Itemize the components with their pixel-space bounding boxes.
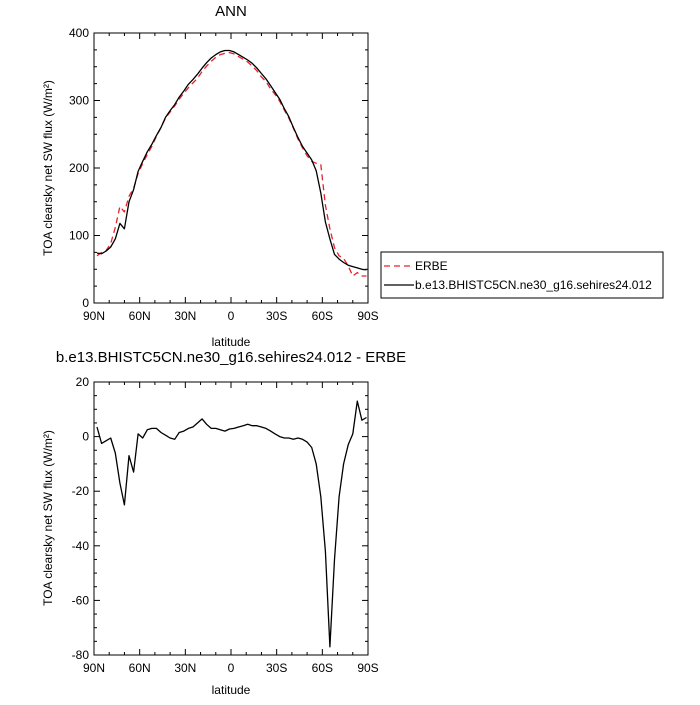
legend-label-model: b.e13.BHISTC5CN.ne30_g16.sehires24.012: [415, 278, 652, 292]
bottom-y-axis-label: TOA clearsky net SW flux (W/m²): [41, 430, 55, 606]
top-ytick-label: 100: [69, 229, 89, 243]
bottom-ytick-label: -40: [72, 539, 90, 553]
legend: ERBE b.e13.BHISTC5CN.ne30_g16.sehires24.…: [380, 251, 664, 299]
top-axis-ticks: 90N 60N 30N 0 30S 60S 90S 0 100 200 300 400: [69, 26, 379, 323]
legend-label-erbe: ERBE: [415, 259, 448, 273]
legend-box: [380, 251, 664, 299]
bottom-axis-ticks: 90N 60N 30N 0 30S 60S 90S -80 -60 -40 -20 0 20: [72, 375, 379, 675]
top-xtick-label: 60S: [312, 309, 333, 323]
bottom-xtick-label: 30S: [266, 661, 287, 675]
top-ytick-label: 400: [69, 26, 89, 40]
top-xtick-label: 30S: [266, 309, 287, 323]
top-xtick-label: 60N: [129, 309, 151, 323]
top-chart-title: ANN: [215, 3, 247, 20]
top-series-line-1: [96, 49, 367, 271]
bottom-series-line-0: [96, 400, 367, 648]
bottom-series-lines: [96, 400, 367, 648]
bottom-chart-title: b.e13.BHISTC5CN.ne30_g16.sehires24.012 -…: [56, 349, 406, 366]
top-x-axis-label: latitude: [212, 335, 251, 349]
top-y-axis-label: TOA clearsky net SW flux (W/m²): [41, 80, 55, 256]
bottom-xtick-label: 30N: [174, 661, 196, 675]
bottom-ytick-label: -80: [72, 648, 90, 662]
bottom-ytick-label: 20: [76, 375, 90, 389]
top-xtick-label: 30N: [174, 309, 196, 323]
top-series-lines: [96, 49, 367, 277]
bottom-ytick-label: 0: [82, 430, 89, 444]
bottom-xtick-label: 90N: [83, 661, 105, 675]
top-plot-frame: [93, 32, 369, 304]
top-series-line-0: [96, 51, 367, 277]
bottom-xtick-label: 60N: [129, 661, 151, 675]
bottom-plot-frame: [93, 381, 369, 656]
bottom-xtick-label: 90S: [357, 661, 378, 675]
bottom-ytick-label: -20: [72, 484, 90, 498]
bottom-panel: b.e13.BHISTC5CN.ne30_g16.sehires24.012 -…: [41, 349, 406, 697]
bottom-ytick-label: -60: [72, 593, 90, 607]
top-xtick-label: 0: [228, 309, 235, 323]
bottom-x-axis-label: latitude: [212, 683, 251, 697]
bottom-xtick-label: 60S: [312, 661, 333, 675]
top-ytick-label: 300: [69, 94, 89, 108]
top-ytick-label: 0: [82, 296, 89, 310]
top-xtick-label: 90S: [357, 309, 378, 323]
top-xtick-label: 90N: [83, 309, 105, 323]
bottom-xtick-label: 0: [228, 661, 235, 675]
top-panel: ANN latitude TOA clearsky net SW flux (W…: [41, 3, 379, 349]
top-ytick-label: 200: [69, 161, 89, 175]
